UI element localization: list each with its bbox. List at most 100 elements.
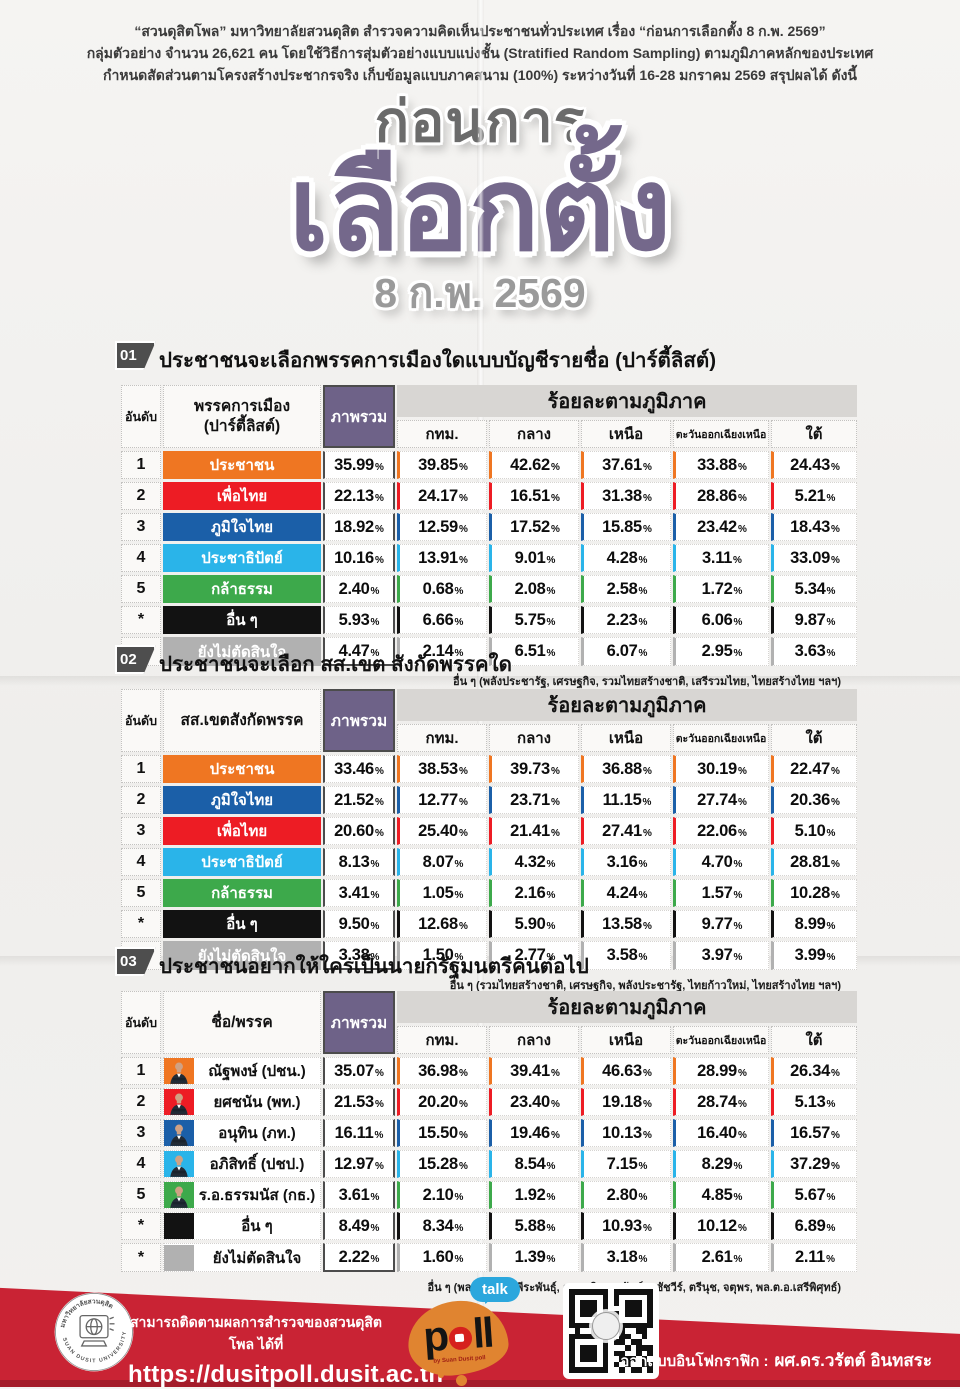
qr-module xyxy=(591,1333,597,1340)
region-percentage: 2.80% xyxy=(581,1181,671,1209)
qr-module xyxy=(591,1300,597,1306)
section-title: ประชาชนอยากให้ใครเป็นนายกรัฐมนตรีคนต่อไป xyxy=(159,955,589,978)
region-percentage: 28.81% xyxy=(771,848,858,876)
qr-module xyxy=(624,1305,631,1312)
overall-percentage: 2.40% xyxy=(323,575,395,603)
table-row: 1 ณัฐพงษ์ (ปชน.) 35.07% 36.98% 39.41% 46.63% 2… xyxy=(121,1057,858,1085)
qr-module xyxy=(647,1367,653,1373)
table-row: 4 ประชาธิปัตย์ 8.13% 8.07% 4.32% 3.16% 4.70% 28… xyxy=(121,848,858,876)
region-band-header: ร้อยละตามภูมิภาค xyxy=(397,689,858,721)
qr-module xyxy=(613,1289,620,1295)
credit-name: ผศ.ดร.วรัตต์ อินทสระ xyxy=(774,1351,932,1370)
region-percentage: 2.95% xyxy=(673,637,769,666)
region-percentage: 2.11% xyxy=(771,1243,858,1272)
region-percentage: 10.12% xyxy=(673,1212,769,1240)
candidate-photo xyxy=(164,1151,194,1177)
qr-module xyxy=(636,1289,642,1295)
qr-module xyxy=(602,1356,609,1362)
region-percentage: 46.63% xyxy=(581,1057,671,1085)
designer-credit: ออกแบบอินโฟกราฟิก : ผศ.ดร.วรัตต์ อินทสระ xyxy=(620,1347,932,1374)
region-percentage: 8.34% xyxy=(397,1212,487,1240)
qr-module xyxy=(585,1344,592,1351)
qr-module xyxy=(624,1322,631,1329)
qr-module xyxy=(641,1328,648,1334)
candidate-photo xyxy=(164,1058,194,1084)
candidate-photo xyxy=(164,1089,194,1115)
party-name-cell: เพื่อไทย xyxy=(163,817,321,845)
region-percentage: 1.72% xyxy=(673,575,769,603)
rank-cell: 2 xyxy=(121,482,161,510)
party-name-cell: ยังไม่ตัดสินใจ xyxy=(163,637,321,666)
qr-module xyxy=(602,1305,609,1312)
section-party-list: 01 ประชาชนจะเลือกพรรคการเมืองใดแบบบัญชีร… xyxy=(115,341,858,690)
qr-module xyxy=(641,1322,648,1329)
camera-icon xyxy=(448,1326,473,1351)
section-number: 03 xyxy=(120,953,137,970)
title-line-small: ก่อนการ xyxy=(374,90,586,155)
rank-cell: 3 xyxy=(121,513,161,541)
qr-module xyxy=(602,1344,609,1351)
overall-percentage: 3.41% xyxy=(323,879,395,907)
col-header-central: กลาง xyxy=(489,420,579,448)
region-percentage: 23.71% xyxy=(489,786,579,814)
region-percentage: 27.41% xyxy=(581,817,671,845)
col-header-south: ใต้ xyxy=(771,724,858,752)
qr-module xyxy=(613,1350,620,1357)
qr-module xyxy=(569,1294,575,1301)
table-row: * อื่น ๆ 9.50% 12.68% 5.90% 13.58% 9.77% 8.99% xyxy=(121,910,858,938)
qr-center-seal xyxy=(592,1312,620,1340)
region-percentage: 5.34% xyxy=(771,575,858,603)
qr-module xyxy=(636,1350,642,1357)
qr-module xyxy=(641,1356,648,1362)
section-title: ประชาชนจะเลือก สส.เขต สังกัดพรรคใด xyxy=(159,653,512,676)
region-percentage: 8.99% xyxy=(771,910,858,938)
qr-module xyxy=(580,1367,586,1373)
col-header-overall: ภาพรวม xyxy=(323,991,395,1054)
qr-module xyxy=(624,1289,631,1295)
qr-module xyxy=(641,1333,648,1340)
region-percentage: 6.06% xyxy=(673,606,769,634)
region-percentage: 33.88% xyxy=(673,451,769,479)
qr-module xyxy=(602,1350,609,1357)
qr-module xyxy=(569,1311,575,1317)
party-name-cell: กล้าธรรม xyxy=(163,575,321,603)
region-percentage: 4.85% xyxy=(673,1181,769,1209)
col-header-northeast: ตะวันออกเฉียงเหนือ xyxy=(673,724,769,752)
overall-percentage: 2.22% xyxy=(323,1243,395,1272)
intro-text: “สวนดุสิตโพล” มหาวิทยาลัยสวนดุสิต สำรวจค… xyxy=(0,0,960,86)
candidate-name: ยังไม่ตัดสินใจ xyxy=(212,1249,302,1267)
region-percentage: 39.73% xyxy=(489,755,579,783)
qr-module xyxy=(585,1367,592,1373)
region-percentage: 36.88% xyxy=(581,755,671,783)
qr-module xyxy=(619,1339,625,1345)
region-percentage: 5.75% xyxy=(489,606,579,634)
region-percentage: 17.52% xyxy=(489,513,579,541)
qr-module xyxy=(636,1328,642,1334)
table-row: 2 ยศชนัน (พท.) 21.53% 20.20% 23.40% 19.18% 28.… xyxy=(121,1088,858,1116)
logo-drip xyxy=(456,1375,467,1386)
table-row: 2 เพื่อไทย 22.13% 24.17% 16.51% 31.38% 28.86% 5… xyxy=(121,482,858,510)
qr-module xyxy=(613,1311,620,1317)
rank-cell: 2 xyxy=(121,786,161,814)
qr-module xyxy=(596,1367,603,1373)
qr-module xyxy=(613,1339,620,1345)
logo-drip xyxy=(438,1372,444,1378)
table-row: * อื่น ๆ 5.93% 6.66% 5.75% 2.23% 6.06% 9.87% xyxy=(121,606,858,634)
qr-module xyxy=(630,1367,637,1373)
table-footnote: อื่น ๆ (รวมไทยสร้างชาติ, เศรษฐกิจ, พลังป… xyxy=(449,980,841,992)
region-percentage: 22.06% xyxy=(673,817,769,845)
poll-url: https://dusitpoll.dusit.ac.th xyxy=(128,1361,444,1388)
region-percentage: 1.05% xyxy=(397,879,487,907)
qr-module xyxy=(591,1289,597,1295)
qr-module xyxy=(636,1305,642,1312)
qr-module xyxy=(596,1289,603,1295)
qr-module xyxy=(647,1311,653,1317)
qr-module xyxy=(569,1316,575,1323)
col-header-central: กลาง xyxy=(489,1026,579,1054)
rank-cell: 1 xyxy=(121,755,161,783)
qr-module xyxy=(580,1305,586,1312)
region-percentage: 6.51% xyxy=(489,637,579,666)
region-percentage: 2.77% xyxy=(489,941,579,970)
qr-module xyxy=(585,1333,592,1340)
col-header-central: กลาง xyxy=(489,724,579,752)
